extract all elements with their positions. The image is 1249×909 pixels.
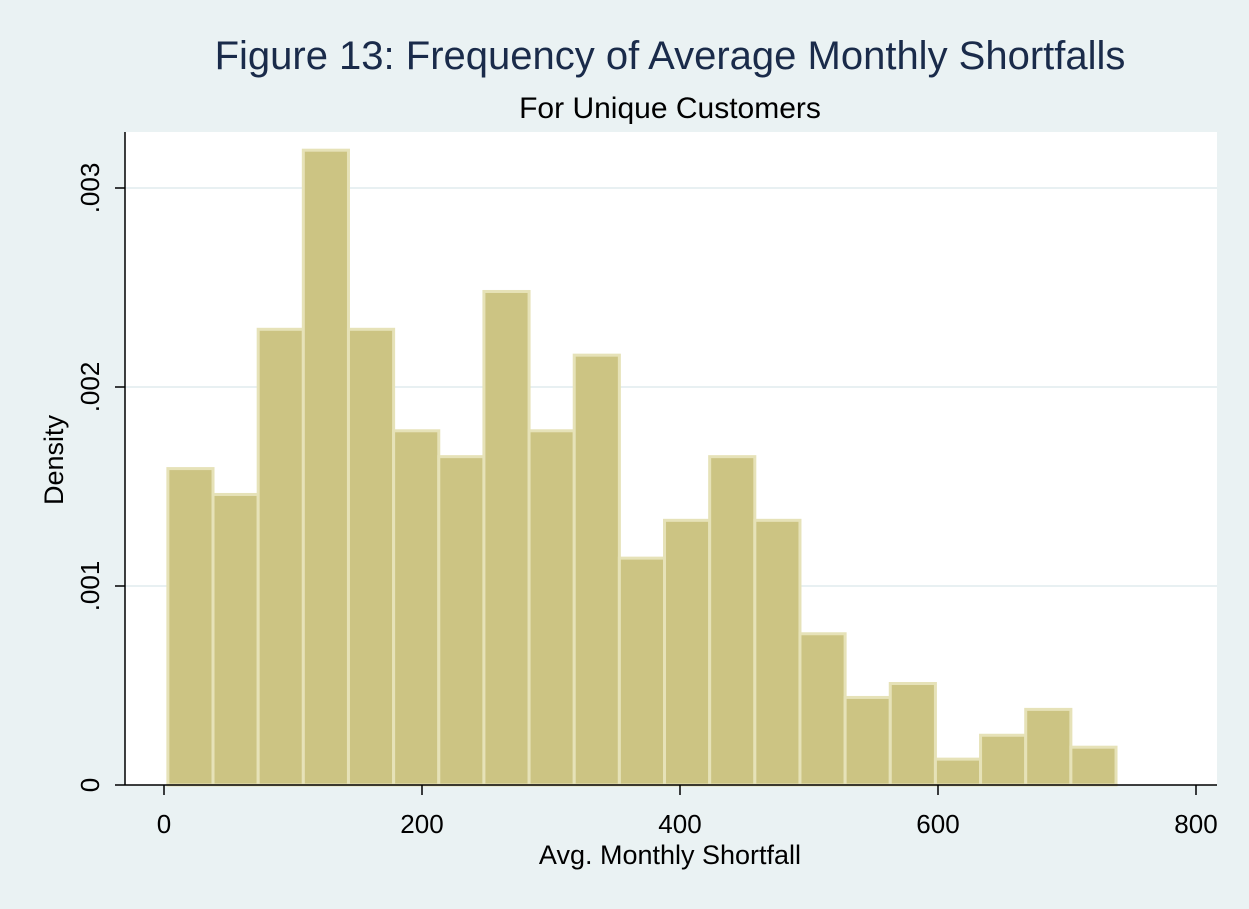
histogram-bar-6: [437, 455, 486, 787]
histogram-bar-16: [888, 682, 937, 787]
histogram-bar-17: [933, 757, 983, 787]
histogram-bar-10: [617, 556, 667, 787]
histogram-bars: [166, 148, 1118, 787]
chart-title: Figure 13: Frequency of Average Monthly …: [214, 34, 1126, 78]
histogram-bar-2: [256, 327, 305, 787]
y-ticks: 0 .001 .002 .003: [75, 163, 125, 792]
chart-subtitle: For Unique Customers: [519, 92, 821, 125]
histogram-bar-14: [798, 632, 847, 787]
y-tick-label-1: .001: [75, 561, 105, 612]
histogram-bar-11: [663, 518, 712, 787]
histogram-bar-7: [482, 289, 531, 787]
y-tick-label-2: .002: [75, 362, 105, 413]
histogram-bar-19: [1024, 707, 1073, 787]
x-tick-label-2: 400: [658, 809, 701, 839]
histogram-bar-0: [166, 467, 215, 787]
x-tick-label-4: 800: [1174, 809, 1217, 839]
y-tick-label-3: .003: [75, 163, 105, 214]
histogram-bar-8: [527, 429, 576, 787]
x-tick-label-1: 200: [400, 809, 443, 839]
histogram-bar-1: [211, 492, 260, 787]
histogram-bar-13: [753, 518, 802, 787]
histogram-bar-18: [979, 733, 1028, 787]
x-tick-label-3: 600: [916, 809, 959, 839]
histogram-bar-12: [708, 455, 757, 787]
histogram-bar-3: [301, 148, 350, 787]
x-tick-label-0: 0: [157, 809, 171, 839]
x-ticks: 0 200 400 600 800: [157, 785, 1218, 839]
histogram-bar-20: [1069, 745, 1118, 787]
histogram-bar-9: [572, 353, 621, 787]
histogram-bar-4: [346, 327, 396, 787]
y-tick-label-0: 0: [75, 778, 105, 792]
histogram-bar-15: [843, 695, 892, 787]
y-axis-title: Density: [39, 414, 69, 505]
x-axis-title: Avg. Monthly Shortfall: [539, 840, 801, 870]
histogram-bar-5: [392, 429, 441, 787]
